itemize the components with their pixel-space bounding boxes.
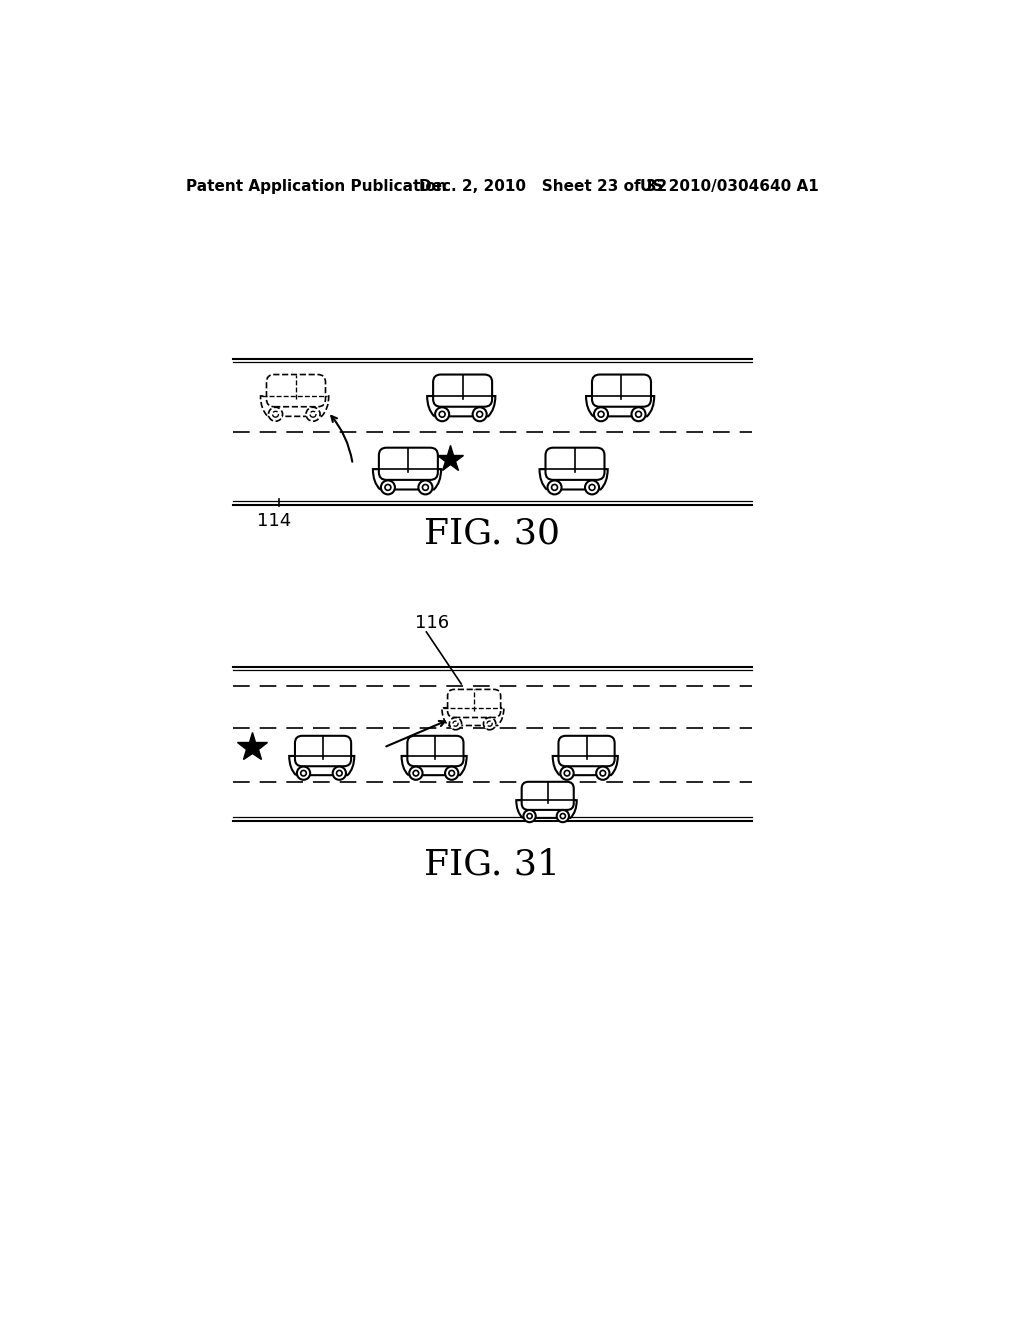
Circle shape	[477, 412, 482, 417]
Circle shape	[450, 718, 462, 730]
Circle shape	[585, 480, 599, 495]
Text: US 2010/0304640 A1: US 2010/0304640 A1	[640, 178, 818, 194]
PathPatch shape	[442, 708, 504, 726]
Circle shape	[557, 810, 569, 822]
Circle shape	[381, 480, 395, 495]
Circle shape	[449, 771, 455, 776]
PathPatch shape	[401, 756, 467, 775]
Circle shape	[385, 484, 391, 490]
Circle shape	[596, 767, 609, 780]
Circle shape	[552, 484, 557, 490]
PathPatch shape	[427, 396, 496, 416]
Circle shape	[453, 721, 458, 726]
PathPatch shape	[260, 396, 329, 416]
Circle shape	[306, 408, 321, 421]
Circle shape	[297, 767, 310, 780]
Circle shape	[523, 810, 536, 822]
Text: 116: 116	[415, 614, 449, 632]
Circle shape	[487, 721, 493, 726]
FancyBboxPatch shape	[447, 689, 501, 718]
Text: FIG. 31: FIG. 31	[424, 847, 560, 882]
Circle shape	[527, 813, 532, 818]
Circle shape	[301, 771, 306, 776]
Circle shape	[632, 408, 645, 421]
Circle shape	[560, 767, 573, 780]
Text: Patent Application Publication: Patent Application Publication	[186, 178, 446, 194]
Circle shape	[333, 767, 346, 780]
FancyBboxPatch shape	[558, 735, 614, 766]
Circle shape	[419, 480, 432, 495]
FancyBboxPatch shape	[592, 375, 651, 407]
Circle shape	[410, 767, 423, 780]
FancyBboxPatch shape	[408, 735, 464, 766]
FancyBboxPatch shape	[546, 447, 604, 480]
Circle shape	[413, 771, 419, 776]
FancyBboxPatch shape	[295, 735, 351, 766]
Circle shape	[564, 771, 569, 776]
Circle shape	[600, 771, 605, 776]
PathPatch shape	[289, 756, 354, 775]
Circle shape	[423, 484, 428, 490]
Circle shape	[445, 767, 459, 780]
Circle shape	[636, 412, 641, 417]
FancyBboxPatch shape	[433, 375, 493, 407]
FancyBboxPatch shape	[266, 375, 326, 407]
Circle shape	[439, 412, 445, 417]
Text: Dec. 2, 2010   Sheet 23 of 32: Dec. 2, 2010 Sheet 23 of 32	[419, 178, 667, 194]
Text: FIG. 30: FIG. 30	[424, 516, 560, 550]
Circle shape	[268, 408, 283, 421]
Circle shape	[589, 484, 595, 490]
Circle shape	[598, 412, 604, 417]
Circle shape	[337, 771, 342, 776]
FancyBboxPatch shape	[521, 781, 573, 810]
Circle shape	[310, 412, 316, 417]
Circle shape	[473, 408, 486, 421]
PathPatch shape	[540, 469, 607, 490]
PathPatch shape	[586, 396, 654, 416]
Circle shape	[483, 718, 496, 730]
Circle shape	[272, 412, 279, 417]
FancyBboxPatch shape	[379, 447, 438, 480]
Text: 114: 114	[257, 512, 292, 531]
Circle shape	[548, 480, 561, 495]
Circle shape	[560, 813, 565, 818]
Circle shape	[435, 408, 450, 421]
PathPatch shape	[373, 469, 441, 490]
PathPatch shape	[553, 756, 617, 775]
PathPatch shape	[516, 800, 577, 818]
Circle shape	[594, 408, 608, 421]
